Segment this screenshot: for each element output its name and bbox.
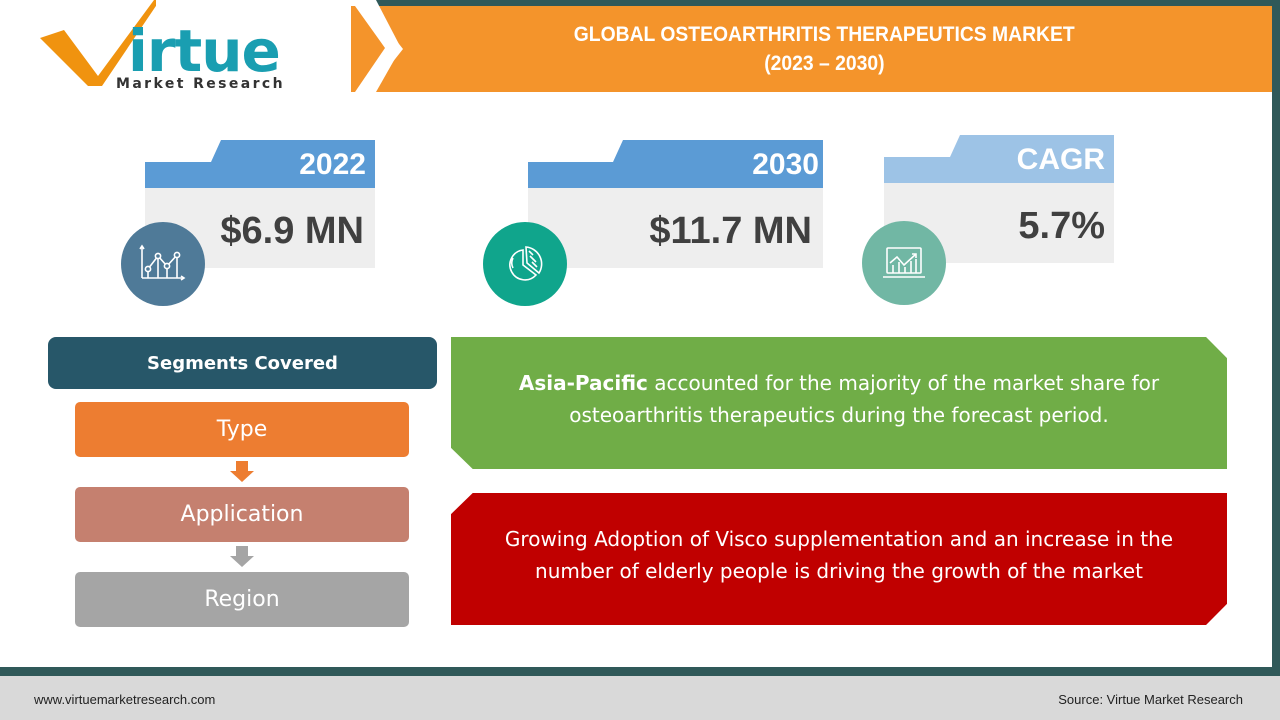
page-title: GLOBAL OSTEOARTHRITIS THERAPEUTICS MARKE… <box>376 6 1272 92</box>
stat-value: $6.9 MN <box>220 210 364 252</box>
frame-right-bar <box>1272 0 1280 676</box>
stat-card-2022: 2022 $6.9 MN <box>121 140 376 308</box>
stat-label: 2030 <box>752 148 819 181</box>
driver-insight-box: Growing Adoption of Visco supplementatio… <box>451 493 1227 625</box>
frame-top-bar <box>376 0 1280 6</box>
stat-value: 5.7% <box>1018 205 1105 247</box>
region-insight-rest: accounted for the majority of the market… <box>569 371 1160 427</box>
card-tab <box>528 140 823 188</box>
virtue-logo: irtue Market Research <box>36 0 316 95</box>
segment-application[interactable]: Application <box>75 487 409 542</box>
footer-source: Source: Virtue Market Research <box>1058 692 1243 707</box>
segments-covered-header: Segments Covered <box>48 337 437 389</box>
pie-chart-icon <box>483 222 567 306</box>
logo-v-mark-icon <box>40 0 156 86</box>
header-chevron-icon <box>351 0 401 92</box>
down-arrow-icon <box>230 546 254 567</box>
region-insight-box: Asia-Pacific accounted for the majority … <box>451 337 1227 469</box>
stat-label: CAGR <box>1016 143 1105 176</box>
driver-insight-text: Growing Adoption of Visco supplementatio… <box>504 527 1174 583</box>
footer: www.virtuemarketresearch.com Source: Vir… <box>0 676 1280 720</box>
line-chart-icon <box>121 222 205 306</box>
card-tab <box>145 140 375 188</box>
logo-wordmark: irtue <box>128 17 281 85</box>
logo-tagline: Market Research <box>116 76 285 92</box>
card-tab <box>884 135 1114 183</box>
title-line-2: (2023 – 2030) <box>763 52 885 75</box>
region-insight-text: Asia-Pacific accounted for the majority … <box>471 367 1207 431</box>
card-body <box>528 188 823 268</box>
stat-value: $11.7 MN <box>649 210 812 252</box>
stat-card-2030: 2030 $11.7 MN <box>483 140 828 308</box>
stat-card-cagr: CAGR 5.7% <box>862 135 1117 305</box>
region-highlight: Asia-Pacific <box>518 371 648 395</box>
segment-region[interactable]: Region <box>75 572 409 627</box>
title-line-1: GLOBAL OSTEOARTHRITIS THERAPEUTICS MARKE… <box>573 23 1075 46</box>
down-arrow-icon <box>230 461 254 482</box>
stat-label: 2022 <box>299 148 366 181</box>
growth-laptop-icon <box>862 221 946 305</box>
frame-bottom-bar <box>0 667 1280 676</box>
footer-website-link[interactable]: www.virtuemarketresearch.com <box>34 692 216 707</box>
segment-type[interactable]: Type <box>75 402 409 457</box>
